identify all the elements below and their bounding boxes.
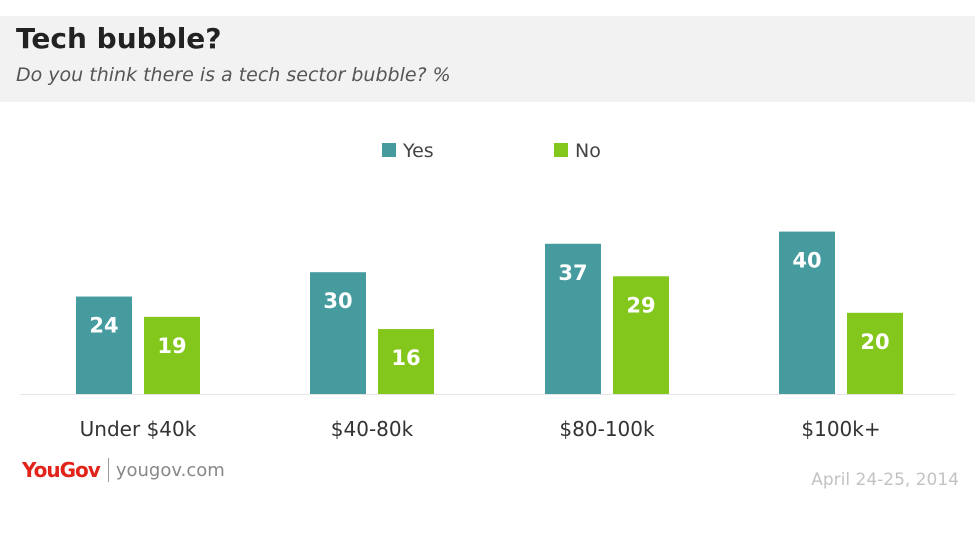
legend-swatch-no bbox=[554, 143, 568, 157]
bar-yes-3 bbox=[779, 231, 835, 394]
x-tick-label-2: $80-100k bbox=[559, 417, 655, 441]
data-label-no-3: 20 bbox=[860, 330, 889, 354]
bar-no-3 bbox=[847, 312, 903, 394]
data-label-yes-0: 24 bbox=[89, 314, 118, 338]
chart-header: Tech bubble? Do you think there is a tec… bbox=[0, 16, 975, 102]
x-tick-label-0: Under $40k bbox=[80, 417, 197, 441]
chart-title: Tech bubble? bbox=[16, 22, 222, 55]
legend-label-yes: Yes bbox=[402, 140, 434, 162]
data-label-no-1: 16 bbox=[391, 346, 420, 370]
bar-no-0 bbox=[144, 316, 200, 394]
footer-brand: YouGov yougov.com bbox=[22, 458, 225, 482]
legend-swatch-yes bbox=[382, 143, 396, 157]
bar-yes-0 bbox=[76, 296, 132, 394]
data-label-yes-2: 37 bbox=[558, 261, 587, 285]
legend-label-no: No bbox=[575, 140, 601, 162]
footer-url: yougov.com bbox=[115, 459, 225, 481]
bar-yes-1 bbox=[310, 272, 366, 394]
x-tick-label-3: $100k+ bbox=[801, 417, 880, 441]
data-label-yes-1: 30 bbox=[323, 289, 352, 313]
data-label-no-0: 19 bbox=[157, 334, 186, 358]
data-label-no-2: 29 bbox=[626, 293, 655, 317]
data-label-yes-3: 40 bbox=[792, 249, 821, 273]
survey-date: April 24-25, 2014 bbox=[811, 470, 959, 490]
x-tick-label-1: $40-80k bbox=[331, 417, 414, 441]
yougov-logo: YouGov bbox=[22, 458, 101, 482]
chart-subtitle: Do you think there is a tech sector bubb… bbox=[16, 64, 451, 86]
bar-no-1 bbox=[378, 329, 434, 394]
bar-yes-2 bbox=[545, 243, 601, 394]
logo-divider bbox=[107, 458, 109, 482]
bar-no-2 bbox=[613, 276, 669, 394]
